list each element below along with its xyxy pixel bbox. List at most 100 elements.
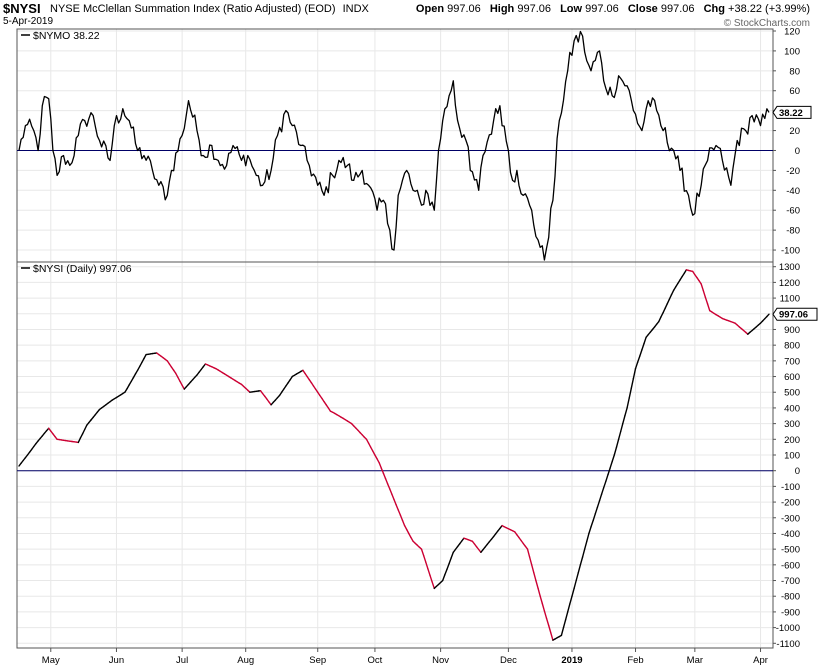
nysi-segment (539, 595, 543, 605)
nysi-segment (401, 519, 406, 527)
nysi-segment (382, 472, 387, 480)
nysi-segment (526, 548, 531, 558)
nysi-segment (581, 548, 586, 558)
y-tick-label: -100 (781, 246, 800, 257)
y-tick-label: 400 (784, 403, 800, 414)
nysi-segment (380, 467, 385, 474)
chart-date: 5-Apr-2019 (3, 16, 54, 27)
nysi-segment (397, 509, 402, 516)
nysi-segment (126, 384, 130, 390)
y-tick-label: -800 (781, 592, 800, 603)
y-tick-label: 100 (784, 46, 800, 57)
nysi-segment (442, 574, 446, 582)
y-tick-label: -200 (781, 498, 800, 509)
nysi-segment (408, 532, 412, 539)
nysi-segment (386, 483, 391, 490)
high-value: 997.06 (517, 3, 551, 15)
nysi-segment (550, 632, 554, 641)
nysi-segment (662, 307, 666, 314)
y-tick-label: 60 (789, 86, 800, 97)
nysi-segment (448, 557, 452, 565)
y-tick-label: -60 (786, 206, 800, 217)
nysi-segment (766, 313, 770, 318)
nysi-segment (179, 380, 183, 386)
open-value: 997.06 (447, 3, 481, 15)
nysi-segment (584, 540, 588, 550)
nysi-segment (564, 611, 569, 621)
y-tick-label: 100 (784, 451, 800, 462)
exchange-label: INDX (342, 3, 369, 15)
nysi-segment (702, 289, 707, 298)
nysi-segment (132, 373, 137, 379)
open-label: Open (415, 3, 445, 15)
nysi-segment (592, 513, 596, 522)
y-tick-label: -20 (786, 166, 800, 177)
nysi-segment (77, 437, 82, 444)
y-tick-label: 200 (784, 435, 800, 446)
x-tick-label: May (42, 655, 60, 666)
nysi-segment (372, 450, 376, 456)
nysi-segment (620, 422, 624, 433)
nysi-segment (613, 446, 618, 456)
nysi-segment (611, 454, 615, 463)
y-tick-label: -1000 (776, 623, 800, 634)
nysi-segment (598, 493, 603, 502)
nysi-segment (446, 562, 450, 570)
nysi-segment (370, 446, 374, 452)
nysi-segment (425, 561, 429, 570)
y-tick-label: 800 (784, 341, 800, 352)
y-tick-label: 500 (784, 388, 800, 399)
y-tick-label: -400 (781, 529, 800, 540)
nysi-segment (143, 353, 147, 360)
nysi-segment (541, 602, 546, 612)
last-value-label: 997.06 (779, 310, 808, 321)
nysi-segment (535, 579, 539, 590)
nysi-segment (577, 564, 582, 574)
nysi-segment (590, 519, 594, 528)
x-tick-label: Sep (309, 655, 326, 666)
nysi-segment (384, 477, 389, 485)
nysi-segment (543, 610, 548, 619)
nysi-segment (567, 603, 571, 613)
y-tick-label: 700 (784, 356, 800, 367)
nysi-segment (367, 442, 372, 448)
nysi-segment (704, 296, 709, 305)
y-tick-label: -100 (781, 482, 800, 493)
y-tick-label: 300 (784, 419, 800, 430)
y-tick-label: -1100 (776, 639, 800, 650)
chg-label: Chg (703, 3, 725, 15)
nysi-segment (609, 460, 613, 469)
nysi-segment (617, 430, 622, 440)
x-tick-label: Oct (368, 655, 383, 666)
nysi-segment (139, 361, 143, 367)
nysi-segment (141, 357, 145, 364)
index-name: NYSE McClellan Summation Index (Ratio Ad… (50, 3, 336, 15)
nysi-segment (668, 294, 673, 300)
nysi-segment (395, 504, 399, 511)
nysi-segment (562, 619, 567, 629)
nysi-segment (603, 480, 607, 489)
x-tick-label: Jul (176, 655, 188, 666)
nysi-segment (560, 626, 565, 637)
nysi-segment (450, 551, 454, 559)
nysi-segment (427, 568, 431, 576)
last-value-label: 38.22 (779, 108, 803, 119)
y-tick-label: 120 (784, 26, 800, 37)
panel-title: $NYMO 38.22 (33, 30, 100, 42)
nysi-segment (706, 303, 711, 312)
quote-summary: Open 997.06 High 997.06 Low 997.06 Close… (410, 3, 810, 15)
nysi-segment (389, 488, 393, 495)
nysi-segment (399, 514, 404, 522)
nysi-segment (634, 361, 639, 370)
nysi-segment (575, 572, 579, 582)
nysi-segment (615, 438, 620, 448)
last-value-flag (772, 307, 818, 321)
y-tick-label: 1200 (779, 278, 800, 289)
nysi-segment (431, 581, 435, 590)
y-tick-label: -300 (781, 513, 800, 524)
nysi-segment (423, 555, 427, 563)
chart-name: NYSE McClellan Summation Index (Ratio Ad… (50, 3, 369, 15)
y-tick-label: 20 (789, 126, 800, 137)
nysi-segment (429, 574, 433, 583)
